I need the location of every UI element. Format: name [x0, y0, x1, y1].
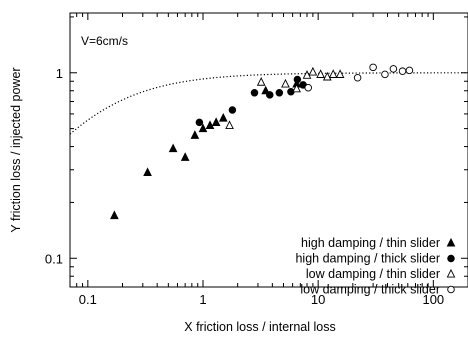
data-point-series-2	[250, 89, 259, 97]
legend-label: high damping / thin slider	[301, 236, 440, 250]
x-axis-label: X friction loss / internal loss	[184, 320, 335, 334]
data-point-series-4	[353, 74, 362, 82]
data-point-series-3	[225, 120, 234, 130]
data-point-series-2	[293, 75, 302, 84]
data-point-series-4	[369, 63, 377, 72]
data-point-series-3	[292, 83, 301, 93]
x-tick-label: 10	[311, 292, 325, 307]
y-axis-label: Y friction loss / injected power	[9, 67, 23, 232]
data-point-series-1	[205, 120, 215, 130]
plot-frame	[69, 12, 468, 288]
data-point-series-4	[304, 84, 312, 92]
data-point-series-1	[198, 123, 208, 133]
fit-curve	[69, 72, 468, 135]
data-point-series-3	[322, 71, 332, 81]
legend-marker	[447, 254, 455, 263]
y-tick-label: 1	[56, 66, 63, 81]
x-tick-label: 1	[199, 292, 206, 307]
data-point-series-1	[180, 152, 190, 161]
data-point-series-3	[308, 66, 318, 76]
y-tick-label: 0.1	[45, 251, 63, 266]
x-tick-label: 0.1	[79, 292, 97, 307]
data-point-series-3	[302, 70, 312, 79]
data-point-series-1	[143, 167, 152, 177]
data-point-series-2	[195, 118, 204, 127]
data-point-series-3	[328, 69, 338, 78]
data-point-series-2	[266, 91, 274, 99]
data-point-series-3	[281, 78, 290, 88]
data-point-series-3	[256, 77, 266, 86]
fit-curve-layer	[69, 72, 468, 135]
data-point-series-3	[335, 69, 345, 78]
data-point-series-1	[190, 130, 200, 139]
annotation-velocity: V=6cm/s	[81, 34, 128, 48]
legend: high damping / thin slider high damping /…	[295, 236, 456, 297]
data-point-series-4	[398, 67, 407, 75]
legend-label: low damping / thick slider	[300, 283, 440, 297]
legend-label: high damping / thick slider	[295, 252, 440, 266]
legend-marker	[446, 237, 456, 247]
legend-marker	[446, 268, 456, 278]
data-point-series-1	[110, 210, 119, 220]
data-point-series-2	[228, 106, 237, 114]
data-point-series-2	[275, 89, 284, 97]
data-point-series-4	[405, 66, 414, 75]
legend-label: low damping / thin slider	[306, 267, 440, 281]
x-tick-label: 100	[422, 292, 444, 307]
data-point-series-4	[389, 65, 398, 73]
legend-marker	[447, 285, 455, 294]
data-point-series-1	[168, 143, 178, 153]
data-point-series-3	[316, 69, 325, 78]
ticks-layer: 0.1 1 10 100 0.1 1	[45, 13, 468, 307]
data-point-series-4	[381, 70, 389, 79]
data-points-layer	[110, 63, 414, 220]
data-point-series-1	[218, 112, 228, 122]
data-point-series-1	[211, 117, 221, 126]
